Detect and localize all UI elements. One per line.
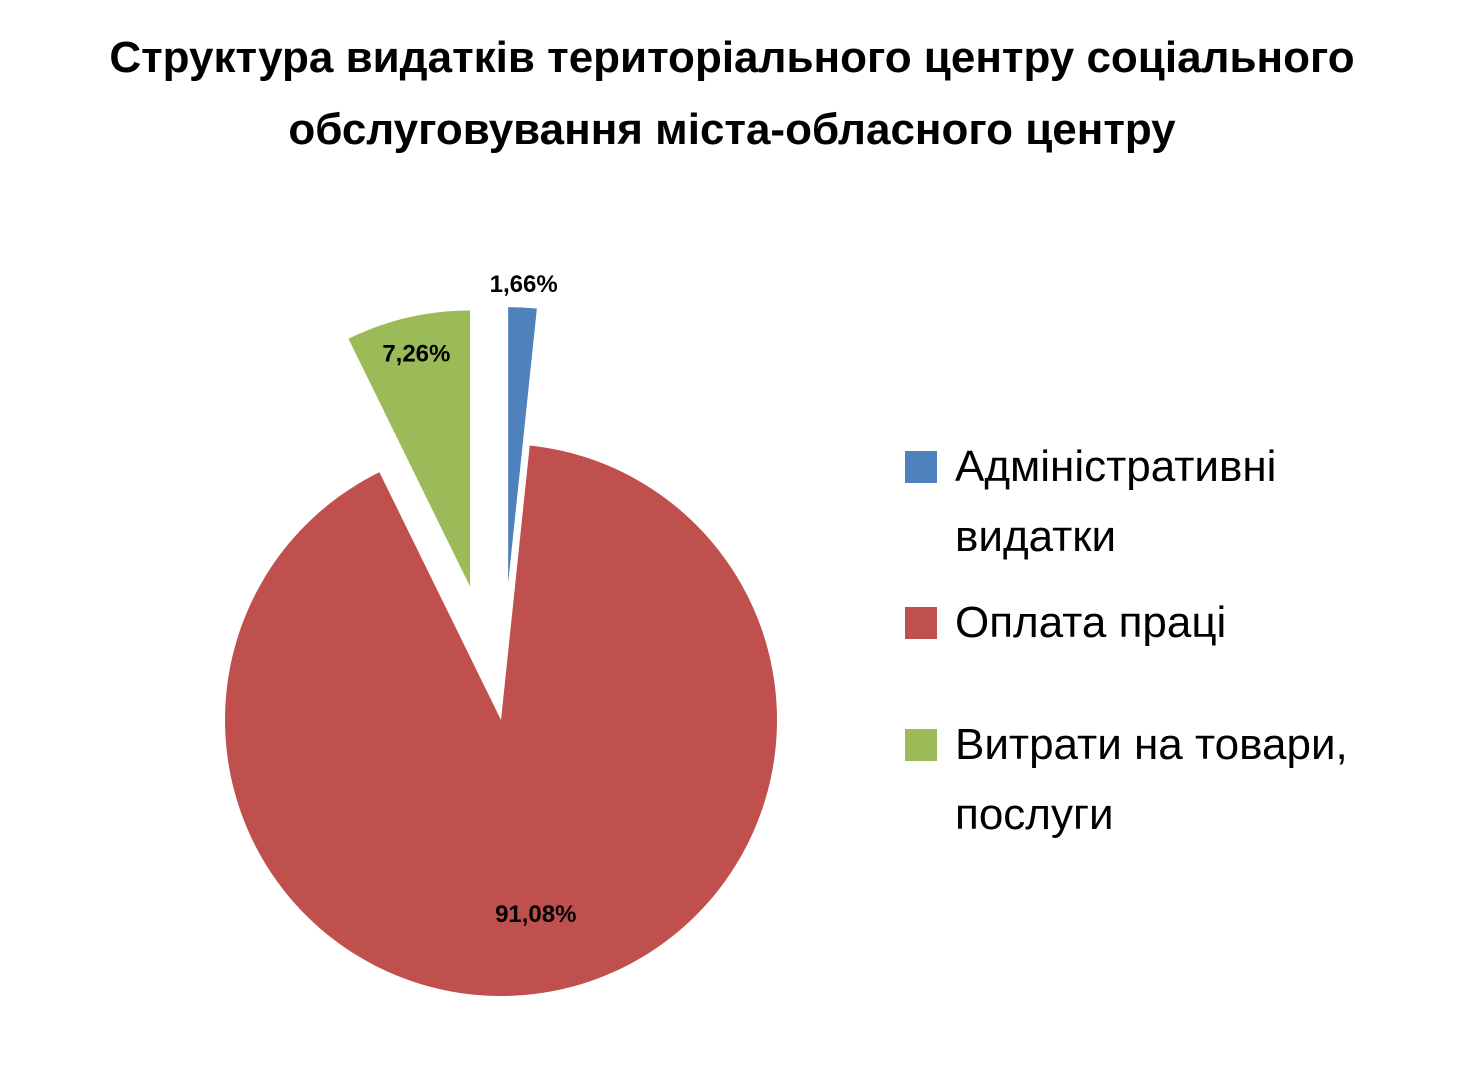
data-label: 91,08% <box>495 901 576 928</box>
legend-item: Витрати на товари, послуги <box>905 710 1445 850</box>
data-label: 7,26% <box>382 341 450 368</box>
legend-swatch <box>905 607 937 639</box>
legend-label: Адміністративні видатки <box>955 442 1277 561</box>
legend-label: Витрати на товари, послуги <box>955 720 1348 839</box>
legend-swatch <box>905 451 937 483</box>
legend-item: Адміністративні видатки <box>905 432 1445 572</box>
legend-label: Оплата праці <box>955 598 1227 647</box>
legend-item: Оплата праці <box>905 588 1445 658</box>
legend-swatch <box>905 729 937 761</box>
legend: Адміністративні видатки Оплата праці Витра… <box>905 432 1445 866</box>
chart-title: Структура видатків територіального центр… <box>109 33 1355 154</box>
pie-slice <box>508 307 537 584</box>
pie-slice <box>225 445 778 997</box>
data-label: 1,66% <box>490 271 558 298</box>
pie-slice <box>348 310 471 587</box>
